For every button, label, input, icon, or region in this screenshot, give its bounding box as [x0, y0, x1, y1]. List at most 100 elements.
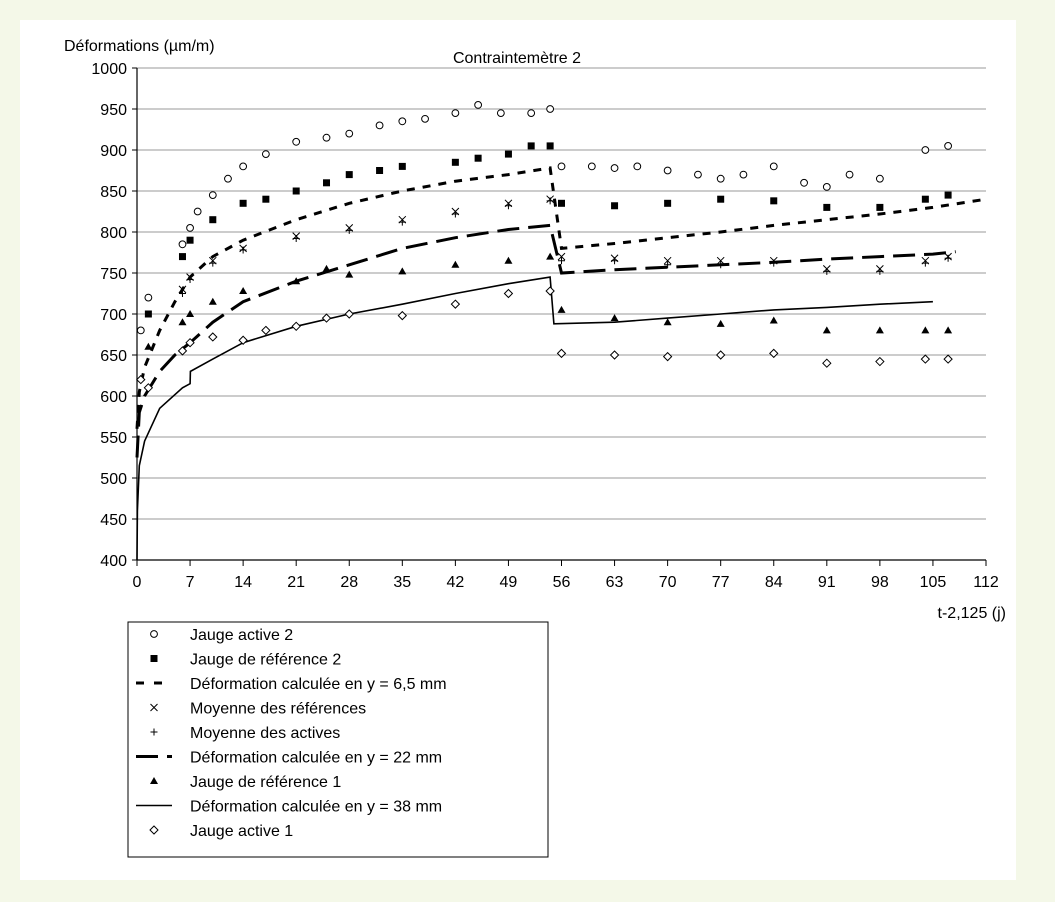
data-point [345, 270, 354, 278]
x-tick-label: 84 [765, 574, 783, 591]
data-point [292, 187, 300, 195]
data-point [527, 109, 536, 117]
data-point [186, 236, 194, 244]
data-point [322, 133, 331, 142]
data-point [716, 256, 725, 265]
chart-svg: 4004505005506006507007508008509009501000… [64, 38, 1006, 858]
data-point [185, 337, 195, 348]
y-tick-label: 650 [100, 348, 127, 365]
legend-swatch [150, 703, 158, 712]
series-line [136, 276, 933, 561]
data-point [664, 199, 672, 207]
legend-label: Déformation calculée en y = 38 mm [190, 799, 442, 816]
data-point [663, 318, 672, 326]
x-tick-label: 14 [234, 574, 252, 591]
data-point [193, 207, 202, 216]
series-0 [136, 101, 952, 335]
data-point [323, 179, 331, 187]
legend-label: Moyenne des actives [190, 725, 340, 742]
data-point [504, 202, 512, 210]
x-tick-label: 63 [606, 574, 624, 591]
data-point [504, 150, 512, 158]
data-point [558, 257, 565, 265]
data-point [239, 199, 247, 207]
data-point [546, 197, 554, 205]
data-point [663, 256, 672, 265]
legend-swatch [150, 777, 158, 784]
legend-swatch [150, 728, 158, 736]
data-point [397, 310, 408, 321]
data-point [557, 305, 566, 313]
data-point [545, 286, 555, 296]
data-point [611, 257, 619, 265]
data-point [944, 142, 952, 150]
x-tick-label: 105 [920, 574, 947, 591]
data-point [546, 105, 555, 113]
x-tick-label: 28 [340, 574, 358, 591]
x-tick-label: 35 [393, 574, 411, 591]
data-point [238, 335, 248, 345]
data-point [344, 309, 354, 319]
legend-swatch [150, 655, 158, 662]
data-point [769, 348, 779, 359]
series-1 [144, 142, 952, 318]
data-point [527, 142, 535, 150]
data-point [875, 326, 884, 334]
data-point [178, 253, 186, 261]
data-point [474, 101, 483, 109]
x-tick-label: 49 [500, 574, 518, 591]
data-point [322, 264, 331, 272]
data-point [611, 202, 619, 210]
data-point [208, 297, 217, 305]
legend-label: Déformation calculée en y = 22 mm [190, 750, 442, 767]
data-point [345, 171, 353, 179]
data-point [717, 195, 725, 203]
data-point [262, 195, 270, 203]
data-point [664, 261, 672, 269]
data-point [186, 224, 194, 232]
legend: Jauge active 2 Jauge de référence 2 Déform… [127, 621, 549, 858]
data-point [663, 166, 672, 175]
y-tick-label: 850 [100, 184, 127, 201]
data-point [474, 154, 482, 162]
y-axis-label: Déformations (µm/m) [64, 38, 215, 55]
data-point [144, 342, 153, 350]
data-point [209, 216, 217, 224]
data-point [398, 117, 407, 126]
data-point [143, 383, 154, 393]
y-tick-label: 1000 [91, 61, 127, 78]
data-point [451, 210, 459, 218]
data-point [546, 252, 555, 260]
legend-label: Jauge active 1 [190, 823, 293, 840]
series-2 [135, 166, 987, 429]
x-tick-label: 77 [712, 574, 730, 591]
chart-title: Contraintemètre 2 [453, 50, 581, 67]
y-tick-label: 700 [100, 307, 127, 324]
series-7 [136, 276, 933, 561]
x-tick-label: 7 [186, 574, 195, 591]
legend-box [127, 621, 549, 858]
data-point [239, 287, 248, 295]
data-point [557, 162, 566, 171]
x-tick-label: 70 [659, 574, 677, 591]
data-point [823, 203, 831, 211]
data-point [944, 254, 952, 262]
chart-panel: 400 450 500 550 600 650 700 750 800 850 900 950 1000… [20, 20, 1016, 880]
data-point [770, 197, 778, 205]
data-point [376, 167, 384, 174]
data-point [209, 259, 217, 267]
data-point [716, 174, 725, 183]
legend-label: Jauge active 2 [190, 627, 293, 644]
x-tick-label: 98 [871, 574, 889, 591]
legend-label: Jauge de référence 1 [190, 774, 341, 791]
x-tick-label: 21 [287, 574, 305, 591]
data-point [944, 191, 952, 199]
plot-area [135, 101, 987, 561]
data-point [398, 218, 406, 226]
data-point [943, 354, 953, 364]
data-point [292, 137, 301, 146]
data-point [208, 332, 218, 342]
data-point [136, 374, 146, 385]
y-tick-label: 600 [100, 389, 127, 406]
data-point [321, 313, 332, 323]
